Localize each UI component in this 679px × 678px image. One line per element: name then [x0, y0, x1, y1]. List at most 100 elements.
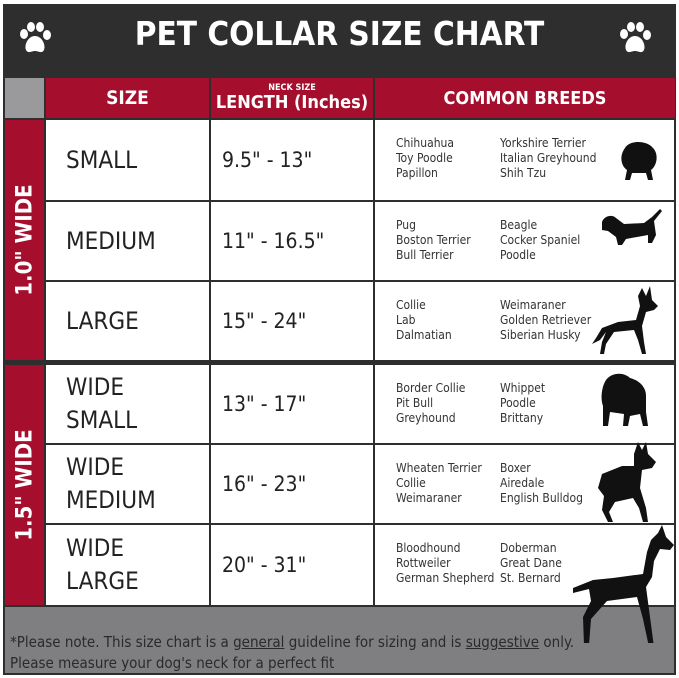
breeds-col-b: Boxer Airedale English Bulldog	[500, 461, 583, 506]
breed-name: St. Bernard	[500, 571, 561, 585]
header-length: NECK SIZE LENGTH (Inches)	[211, 78, 373, 118]
breed-name: Italian Greyhound	[500, 151, 597, 165]
breeds-col-a: Bloodhound Rottweiler German Shepherd	[396, 541, 494, 586]
group-label-1-5in: 1.5" WIDE	[5, 365, 44, 605]
group-label-1in: 1.0" WIDE	[5, 120, 44, 360]
note-underline-general: general	[233, 633, 285, 651]
length-value: 11" - 16.5"	[222, 229, 325, 253]
breeds-cell: Collie Lab Dalmatian Weimaraner Golden Retr…	[375, 282, 674, 360]
breeds-col-a: Pug Boston Terrier Bull Terrier	[396, 218, 471, 263]
length-value: 16" - 23"	[222, 472, 307, 496]
footer-note: *Please note. This size chart is a gener…	[10, 632, 574, 674]
header-breeds-label: COMMON BREEDS	[443, 87, 607, 109]
header-length-sub: NECK SIZE	[268, 83, 316, 93]
breed-name: English Bulldog	[500, 491, 583, 505]
footer-note-panel	[5, 607, 674, 673]
breed-name: Doberman	[500, 541, 557, 555]
breeds-col-b: Doberman Great Dane St. Bernard	[500, 541, 562, 586]
breed-name: Chihuahua	[396, 136, 454, 150]
size-label: WIDE	[66, 453, 124, 481]
header-corner	[5, 78, 44, 118]
header-size-label: SIZE	[106, 87, 149, 109]
length-cell: 20" - 31"	[211, 525, 373, 605]
note-text: only.	[539, 633, 575, 651]
size-label: SMALL	[66, 406, 138, 434]
note-text: guideline for sizing and is	[284, 633, 466, 651]
breed-name: Toy Poodle	[396, 151, 453, 165]
paw-icon	[620, 22, 651, 53]
breed-name: German Shepherd	[396, 571, 495, 585]
breed-name: Shih Tzu	[500, 166, 547, 180]
length-value: 20" - 31"	[222, 553, 307, 577]
breed-name: Papillon	[396, 166, 438, 180]
size-cell: MEDIUM	[46, 202, 209, 280]
group-label-text: 1.5" WIDE	[12, 429, 37, 541]
note-underline-suggestive: suggestive	[465, 633, 540, 651]
size-label: WIDE	[66, 373, 124, 401]
breed-name: Dalmatian	[396, 328, 452, 342]
breed-name: Poodle	[500, 396, 536, 410]
breed-name: Greyhound	[396, 411, 456, 425]
dachshund-silhouette-icon	[600, 208, 664, 256]
breed-name: Boxer	[500, 461, 531, 475]
bulldog-silhouette-icon	[600, 372, 650, 436]
length-cell: 9.5" - 13"	[211, 120, 373, 200]
header-size: SIZE	[46, 78, 209, 118]
breed-name: Pit Bull	[396, 396, 434, 410]
breed-name: Wheaten Terrier	[396, 461, 482, 475]
breed-name: Golden Retriever	[500, 313, 592, 327]
note-line-2: Please measure your dog's neck for a per…	[10, 654, 335, 672]
breeds-col-b: Beagle Cocker Spaniel Poodle	[500, 218, 580, 263]
breed-name: Yorkshire Terrier	[500, 136, 586, 150]
breed-name: Whippet	[500, 381, 546, 395]
breed-name: Weimaraner	[500, 298, 566, 312]
breeds-col-b: Whippet Poodle Brittany	[500, 381, 545, 426]
breed-name: Airedale	[500, 476, 545, 490]
small-dog-silhouette-icon	[617, 138, 661, 186]
doberman-silhouette-icon	[573, 525, 674, 643]
pitbull-silhouette-icon	[590, 440, 662, 528]
breeds-col-a: Chihuahua Toy Poodle Papillon	[396, 136, 454, 181]
breed-name: Siberian Husky	[500, 328, 581, 342]
note-text: *Please note. This size chart is a	[10, 633, 234, 651]
breed-name: Weimaraner	[396, 491, 462, 505]
breed-name: Boston Terrier	[396, 233, 471, 247]
breeds-col-a: Collie Lab Dalmatian	[396, 298, 452, 343]
length-value: 15" - 24"	[222, 309, 307, 333]
page-title: PET COLLAR SIZE CHART	[134, 14, 545, 53]
breeds-col-a: Border Collie Pit Bull Greyhound	[396, 381, 465, 426]
length-cell: 16" - 23"	[211, 445, 373, 523]
breed-name: Beagle	[500, 218, 538, 232]
breeds-col-b: Yorkshire Terrier Italian Greyhound Shih T…	[500, 136, 596, 181]
size-cell: SMALL	[46, 120, 209, 200]
size-label: SMALL	[66, 145, 138, 174]
header-breeds: COMMON BREEDS	[375, 78, 675, 118]
breed-name: Cocker Spaniel	[500, 233, 581, 247]
length-cell: 15" - 24"	[211, 282, 373, 360]
breed-name: Brittany	[500, 411, 544, 425]
breed-name: Pug	[396, 218, 416, 232]
size-label: MEDIUM	[66, 486, 156, 514]
breeds-col-b: Weimaraner Golden Retriever Siberian Husky	[500, 298, 591, 343]
shepherd-silhouette-icon	[590, 284, 660, 358]
length-value: 9.5" - 13"	[222, 148, 313, 172]
breed-name: Great Dane	[500, 556, 562, 570]
paw-icon	[20, 22, 51, 53]
breeds-cell: Chihuahua Toy Poodle Papillon Yorkshire Te…	[375, 120, 674, 200]
header-length-label: LENGTH (Inches)	[215, 92, 369, 113]
size-cell: WIDE SMALL	[46, 365, 209, 443]
breeds-col-a: Wheaten Terrier Collie Weimaraner	[396, 461, 482, 506]
group-label-text: 1.0" WIDE	[12, 184, 37, 296]
length-cell: 13" - 17"	[211, 365, 373, 443]
size-label: WIDE	[66, 534, 124, 562]
length-value: 13" - 17"	[222, 392, 307, 416]
size-label: LARGE	[66, 306, 139, 335]
length-cell: 11" - 16.5"	[211, 202, 373, 280]
size-cell: WIDE LARGE	[46, 525, 209, 605]
breed-name: Bull Terrier	[396, 248, 454, 262]
breed-name: Bloodhound	[396, 541, 461, 555]
breed-name: Lab	[396, 313, 416, 327]
size-label: MEDIUM	[66, 226, 156, 255]
size-cell: WIDE MEDIUM	[46, 445, 209, 523]
